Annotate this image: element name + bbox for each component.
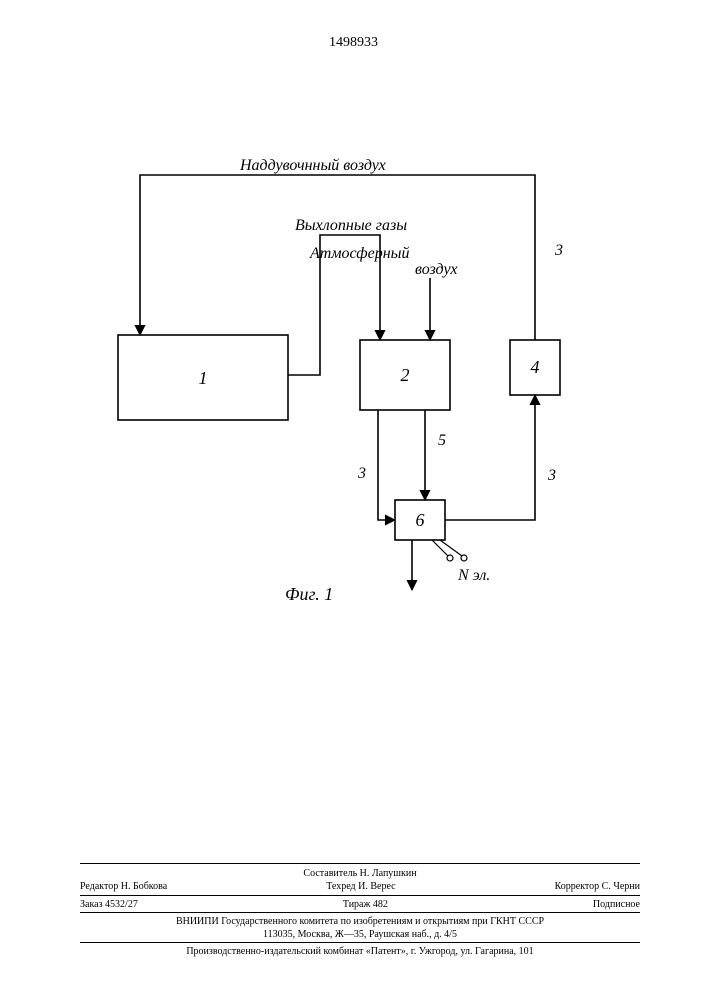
boost-air-label: Наддувочнный воздух	[239, 157, 386, 174]
footer-podpisnoe: Подписное	[593, 898, 640, 911]
footer-rule-mid2	[80, 912, 640, 913]
nel-label: N эл.	[457, 567, 490, 584]
block-2-label: 2	[401, 365, 410, 385]
footer-editor: Редактор Н. Бобкова	[80, 880, 167, 893]
block-6-label: 6	[416, 510, 425, 530]
exhaust-label: Выхлопные газы	[295, 217, 407, 234]
block-4-label: 4	[531, 357, 540, 377]
footer-tirazh: Тираж 482	[343, 898, 388, 911]
figure-label: Фиг. 1	[285, 584, 333, 604]
line3-bottom-right	[445, 395, 535, 520]
footer-3: ВНИИПИ Государственного комитета по изоб…	[80, 915, 640, 941]
nel-terminal-2	[461, 555, 467, 561]
footer-combine: Производственно-издательский комбинат «П…	[80, 945, 640, 958]
diagram-svg: 1 2 4 6 Наддувочнный воздух 3 Выхлопные …	[0, 0, 707, 700]
line3-bottom-right-label: 3	[547, 467, 556, 484]
footer-techred: Техред И. Верес	[326, 880, 395, 893]
footer-vniipi: ВНИИПИ Государственного комитета по изоб…	[80, 915, 640, 928]
page: 1498933 1 2 4 6 Наддувочнный воздух 3 Вы…	[0, 0, 707, 1000]
nel-wire-2	[440, 540, 462, 556]
footer-rule-bot	[80, 942, 640, 943]
footer-address: 113035, Москва, Ж—35, Раушская наб., д. …	[80, 928, 640, 941]
footer-2: Заказ 4532/27 Тираж 482 Подписное	[80, 898, 640, 911]
block-1-label: 1	[199, 368, 208, 388]
atm-air-label-1: Атмосферный	[309, 245, 409, 262]
footer-compiler: Составитель Н. Лапушкин	[80, 867, 640, 880]
line3-left-label: 3	[357, 465, 366, 482]
line5-label: 5	[438, 432, 446, 449]
footer-4: Производственно-издательский комбинат «П…	[80, 945, 640, 958]
footer-rule-top	[80, 863, 640, 864]
line3-left	[378, 410, 395, 520]
footer-corrector: Корректор С. Черни	[555, 880, 640, 893]
nel-wire-1	[432, 540, 448, 556]
footer-rule-mid1	[80, 895, 640, 896]
footer-order: Заказ 4532/27	[80, 898, 138, 911]
nel-terminal-1	[447, 555, 453, 561]
footer: Составитель Н. Лапушкин Редактор Н. Бобк…	[80, 867, 640, 893]
line3-right-label: 3	[554, 242, 563, 259]
atm-air-label-2: воздух	[415, 261, 457, 278]
